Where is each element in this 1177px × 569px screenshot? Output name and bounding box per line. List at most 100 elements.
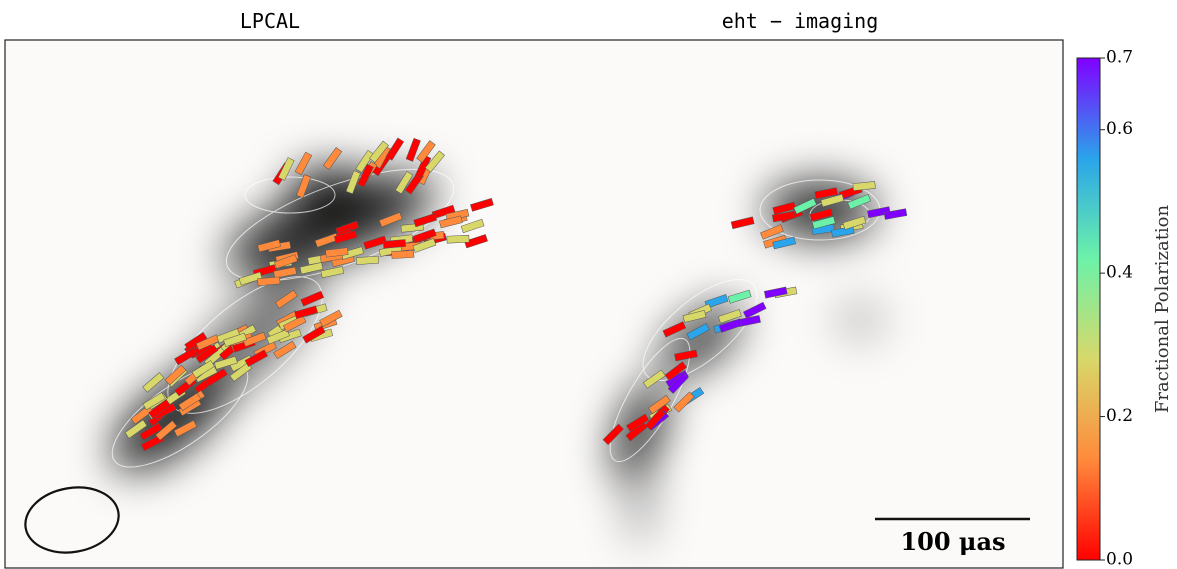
polarization-tick [174,347,198,366]
polarization-tick [673,391,695,413]
polarization-tick [602,423,624,446]
polarization-tick [299,262,324,275]
polarization-tick [793,197,817,215]
polarization-tick [772,236,796,250]
polarization-tick [412,228,437,244]
polarization-tick [382,239,406,249]
polarization-tick [847,194,871,210]
polarization-tick [446,234,470,244]
polarization-tick [345,170,361,195]
polarization-tick [811,216,836,230]
polarization-tick [273,266,297,279]
polarization-tick [173,420,198,438]
beam [24,486,120,554]
polarization-tick [439,215,463,229]
polarization-tick [718,309,742,324]
polarization-tick [244,349,268,367]
scale-bar-label: 100 μas [900,527,1005,556]
polarization-tick [320,266,345,279]
polarization-tick [704,294,729,309]
polarization-tick [214,355,238,370]
polarization-tick [155,420,178,441]
polarization-tick [178,392,202,412]
polarization-tick [852,181,876,191]
polarization-tick [842,215,867,230]
polarization-tick [223,332,247,348]
image-background [5,40,1063,568]
polarization-tick [148,399,171,419]
frame [4,39,1064,569]
polarization-tick [356,255,380,265]
polarization-tick [363,235,387,250]
polarization-tick [191,360,215,379]
polarization-tick [282,315,307,333]
polarization-tick [294,305,318,319]
polarization-tick [204,368,228,387]
polarization-tick [642,369,666,389]
polarization-tick [648,394,671,415]
polarization-tick [142,372,165,393]
polarization-tick [470,197,494,212]
colorbar-tick-label: 0.6 [1106,119,1133,139]
polarization-tick [391,250,415,259]
polarization-tick [378,212,403,228]
polarization-tick [405,138,421,162]
polarization-tick [395,171,414,195]
polarization-tick [809,208,834,222]
colorbar-tick-label: 0.7 [1106,48,1133,68]
polarization-tick [674,349,698,362]
polarization-tick [667,372,689,394]
polarization-tick [385,137,405,161]
polarization-tick [424,150,445,173]
polarization-tick [238,271,263,286]
polarization-tick [322,147,343,170]
polarization-tick [319,309,343,327]
polarization-ticks [124,137,908,452]
polarization-tick [718,318,743,333]
polarization-tick [772,211,796,223]
panel-title: eht − imaging [722,9,879,33]
colorbar [1076,57,1101,561]
polarization-tick [277,157,295,181]
polarization-tick [242,331,267,347]
polarization-tick [333,230,358,244]
polarization-tick [274,289,298,309]
polarization-tick [257,276,281,287]
colorbar-label: Fractional Polarization [1152,204,1173,413]
polarization-tick [730,216,755,230]
polarization-tick [742,301,767,319]
polarization-tick [325,247,349,258]
polarization-tick [273,340,297,360]
polarization-tick [760,224,784,240]
polarization-tick [763,286,788,299]
polarization-tick [124,419,148,439]
polarization-tick [139,422,163,441]
polarization-tick [164,364,187,386]
polarization-tick [296,174,312,198]
polarization-tick [355,149,375,173]
polarization-tick [294,151,313,176]
polarization-tick [357,163,374,188]
polarization-tick [772,201,797,215]
polarization-tick [302,325,326,344]
polarization-tick [195,344,219,364]
polarization-tick [412,238,437,253]
colorbar-tick-label: 0.0 [1106,550,1133,569]
polarization-tick [257,239,281,253]
polarization-tick [300,290,325,307]
polarization-tick [883,208,908,220]
polarization-tick [460,218,485,234]
polarization-tick [274,254,298,269]
polarization-tick [831,226,855,238]
polarization-tick [416,140,436,163]
polarization-tick [664,361,688,381]
polarization-tick [369,140,389,163]
polarization-tick [814,187,838,200]
polarization-tick [266,328,290,345]
colorbar-tick-label: 0.4 [1106,263,1133,283]
polarization-tick [464,234,488,249]
intensity-maps [111,137,908,545]
colorbar-tick-label: 0.2 [1106,406,1133,426]
polarization-tick [644,408,666,431]
